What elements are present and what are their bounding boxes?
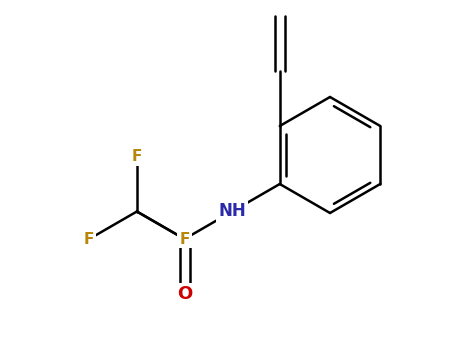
Text: O: O [177,285,192,303]
Text: NH: NH [218,203,246,220]
Text: F: F [179,231,190,246]
Text: F: F [131,149,142,164]
Text: F: F [84,231,95,246]
